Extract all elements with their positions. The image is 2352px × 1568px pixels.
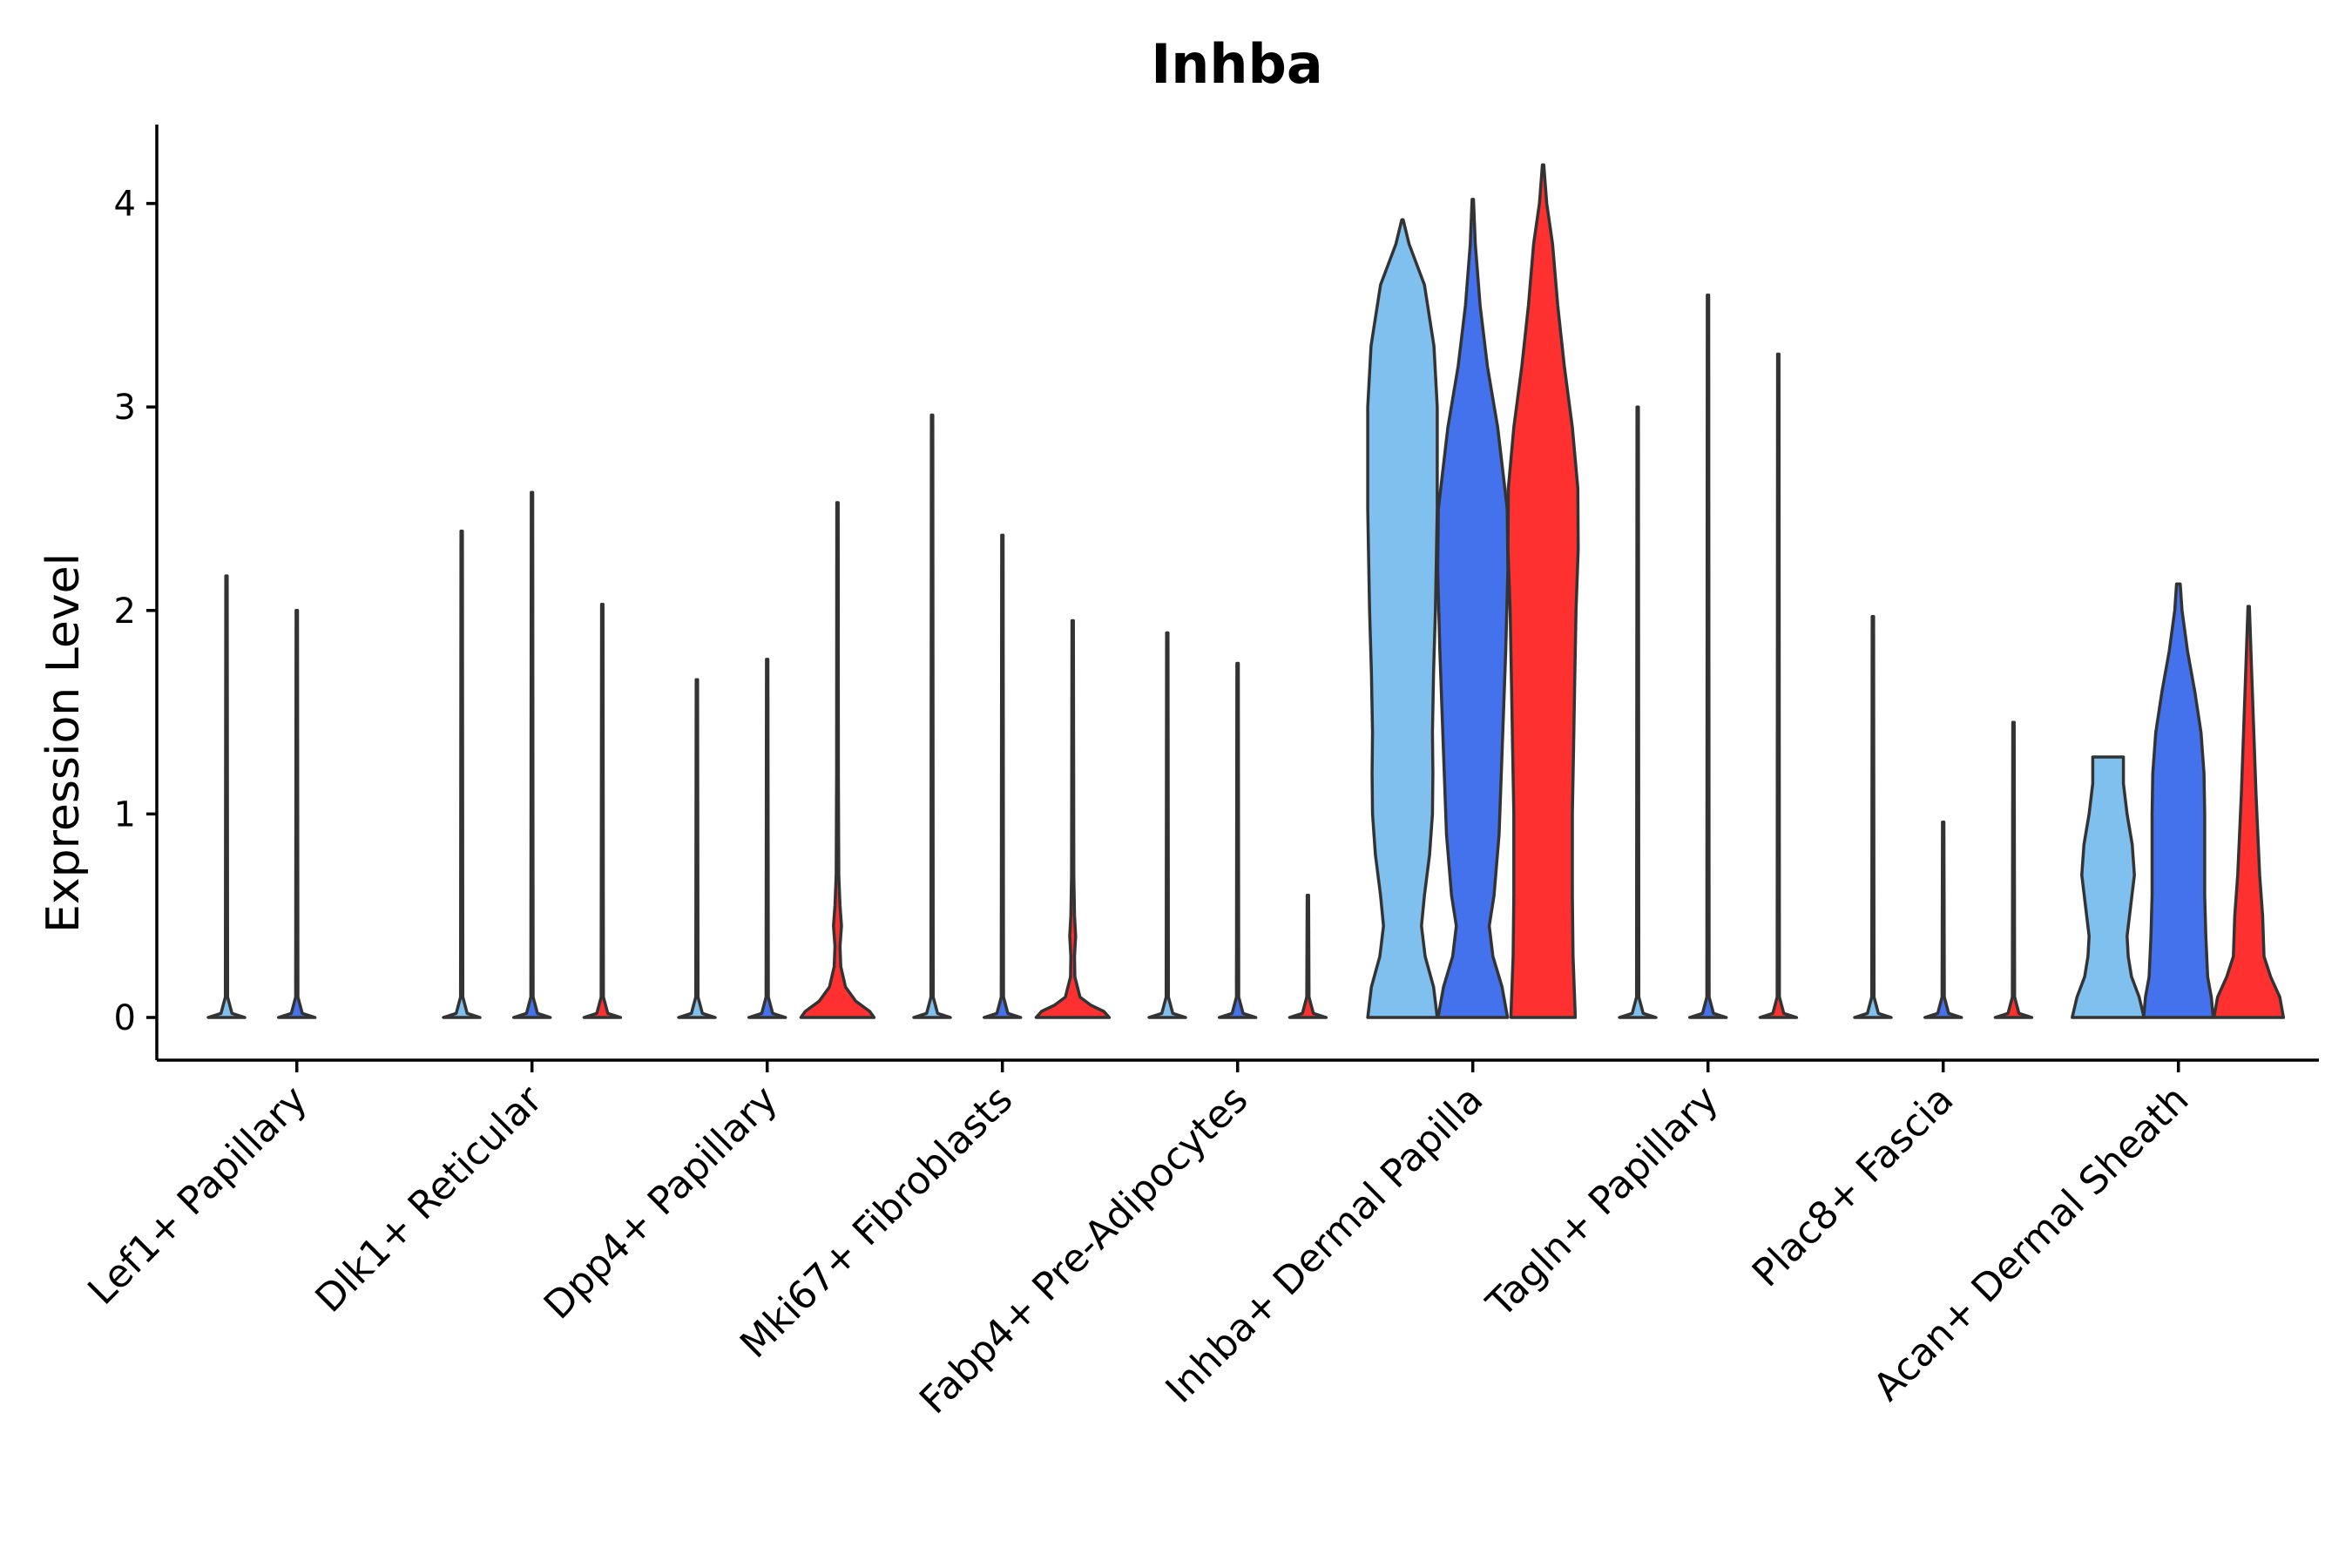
y-tick-label: 4 [114,185,136,225]
violin-3-1 [982,533,1023,1019]
violin-8-2 [2212,605,2286,1019]
y-tick-label: 0 [114,998,136,1038]
chart-title: Inhba [1151,32,1323,96]
y-axis-label: Expression Level [37,553,90,933]
x-tick-label: Lef1+ Papillary [79,1078,315,1314]
violin-4-2 [1288,894,1328,1019]
x-tick-label: Tagln+ Papillary [1477,1078,1727,1327]
violin-7-1 [1923,820,1963,1019]
x-tick-label: Plac8+ Fascia [1744,1078,1963,1296]
violin-4-0 [1147,631,1187,1019]
x-tick-label: Dpp4+ Papillary [536,1078,787,1328]
y-tick-label: 1 [114,794,136,835]
violin-5-1 [1436,198,1510,1019]
violin-4-1 [1217,661,1258,1019]
violin-6-0 [1618,405,1658,1019]
violin-6-1 [1687,293,1728,1019]
violin-3-2 [1034,618,1112,1019]
violin-2-1 [747,658,787,1019]
violin-2-0 [677,678,717,1019]
violin-7-2 [1993,720,2034,1019]
violins [206,163,2286,1019]
violin-0-0 [206,574,247,1019]
y-tick-label: 2 [114,591,136,632]
x-tick-label: Dlk1+ Reticular [308,1077,552,1321]
violin-5-2 [1506,163,1580,1019]
violin-1-1 [511,490,552,1019]
violin-6-2 [1758,352,1799,1019]
violin-8-1 [2142,582,2215,1019]
violin-3-0 [912,413,952,1019]
violin-8-0 [2071,755,2146,1019]
violin-0-1 [276,609,317,1019]
violin-5-0 [1366,218,1439,1019]
violin-2-2 [799,501,876,1019]
violin-1-0 [442,529,482,1019]
violin-1-2 [582,603,623,1019]
y-axis: 0 1 2 3 4 [114,125,159,1060]
violin-7-0 [1853,615,1893,1019]
y-tick-label: 3 [114,388,136,428]
